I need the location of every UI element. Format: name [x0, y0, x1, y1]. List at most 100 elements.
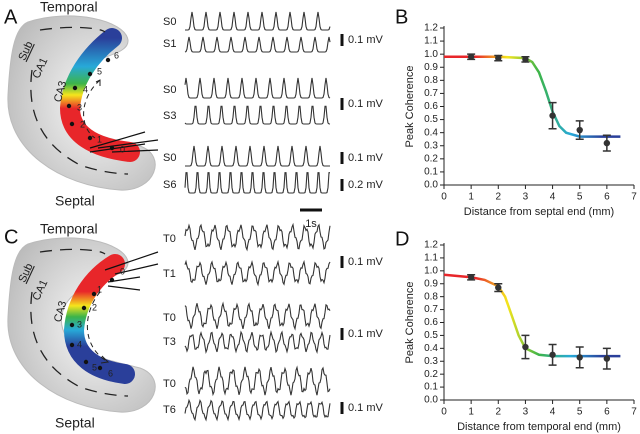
scale-label: 0.1 mV: [348, 152, 384, 164]
lfp-trace: [184, 330, 331, 355]
scale-label: 0.1 mV: [348, 34, 384, 46]
arrow-head: [100, 355, 110, 364]
y-tick-label: 0.3: [424, 140, 438, 151]
data-point: [495, 284, 502, 291]
x-tick-label: 5: [577, 407, 583, 418]
site-dot: [69, 322, 75, 328]
lfp-trace: [184, 365, 331, 397]
x-tick-label: 0: [441, 192, 447, 203]
y-axis-label: Peak Coherence: [404, 66, 416, 148]
electrode: [89, 131, 159, 153]
y-tick-label: 0.4: [424, 127, 438, 138]
trace-label: T0: [163, 233, 176, 245]
data-point: [603, 139, 611, 147]
lfp-trace: [184, 77, 331, 99]
data-point: [522, 56, 529, 63]
site-dot: [91, 291, 97, 297]
data-point: [467, 274, 475, 281]
site-label: 1: [97, 134, 102, 144]
y-tick-label: 1.1: [424, 253, 438, 264]
site-dot: [97, 365, 103, 371]
x-tick-label: 6: [604, 192, 610, 203]
scale-label: 0.2 mV: [348, 179, 384, 191]
x-axis-label: Distance from septal end (mm): [464, 206, 614, 218]
scale-label: 0.1 mV: [348, 402, 384, 414]
site-label: 3: [77, 319, 82, 329]
y-tick-label: 0.7: [424, 304, 438, 315]
y-tick-label: 0.6: [424, 317, 438, 328]
y-tick-label: 0.9: [424, 62, 438, 73]
x-tick-label: 1: [468, 192, 474, 203]
trace-label: T3: [163, 336, 176, 348]
y-tick-label: 0.1: [424, 382, 438, 393]
data-point: [549, 112, 556, 119]
direction-arrow: [87, 291, 109, 363]
trace-label: S0: [163, 152, 176, 164]
y-tick-label: 0.8: [424, 291, 438, 302]
scale-label: 0.1 mV: [348, 98, 384, 110]
site-dot: [87, 135, 93, 141]
site-label: 5: [97, 66, 102, 76]
x-tick-label: 6: [604, 407, 610, 418]
y-tick-label: 0.3: [424, 356, 438, 367]
scale-label: 0.1 mV: [348, 328, 384, 340]
time-scale-label: 1s: [305, 218, 317, 230]
y-tick-label: 0.5: [424, 114, 438, 125]
data-point: [576, 354, 583, 361]
fit-curve: [444, 55, 621, 138]
lfp-trace: [184, 259, 331, 287]
y-tick-label: 0.0: [424, 180, 438, 191]
site-dot: [69, 342, 75, 348]
y-tick-label: 1.0: [424, 265, 438, 276]
trace-label: T6: [163, 404, 176, 416]
region-label: Septal: [55, 415, 95, 431]
y-tick-label: 0.4: [424, 343, 438, 354]
lfp-trace: [184, 36, 331, 53]
electrode: [104, 251, 159, 291]
lfp-trace: [184, 105, 331, 125]
lfp-trace: [184, 301, 331, 331]
data-point: [467, 53, 475, 60]
y-tick-label: 0.6: [424, 101, 438, 112]
x-tick-label: 2: [496, 407, 502, 418]
site-dot: [83, 359, 89, 365]
data-point: [603, 355, 611, 362]
x-tick-label: 7: [631, 192, 637, 203]
arrow-head: [95, 79, 101, 86]
lfp-trace: [185, 11, 331, 31]
y-tick-label: 0.0: [424, 395, 438, 406]
x-tick-label: 2: [496, 192, 502, 203]
x-tick-label: 5: [577, 192, 583, 203]
panel-label: A: [4, 6, 18, 28]
site-label: 1: [97, 284, 102, 294]
region-label: Septal: [55, 193, 95, 209]
y-tick-label: 1.0: [424, 49, 438, 60]
y-tick-label: 1.1: [424, 36, 438, 47]
y-tick-label: 1.2: [424, 23, 438, 34]
x-tick-label: 7: [631, 407, 637, 418]
x-tick-label: 4: [550, 192, 556, 203]
site-label: 4: [83, 84, 88, 94]
y-tick-label: 0.2: [424, 369, 438, 380]
trace-label: T0: [163, 378, 176, 390]
trace-label: S3: [163, 110, 176, 122]
site-label: 2: [92, 302, 97, 312]
lfp-trace: [184, 222, 331, 252]
site-label: 5: [92, 362, 97, 372]
ca3-band: [59, 28, 140, 162]
lfp-trace: [184, 172, 330, 194]
y-axis-label: Peak Coherence: [404, 282, 416, 364]
layer-dash: [30, 26, 129, 175]
layer-dash: [30, 248, 129, 397]
data-point: [522, 343, 529, 351]
y-tick-label: 0.7: [424, 88, 438, 99]
trace-label: T0: [163, 312, 176, 324]
region-label: Temporal: [40, 221, 98, 237]
x-tick-label: 3: [523, 192, 529, 203]
site-dot: [81, 305, 87, 311]
x-tick-label: 4: [550, 407, 556, 418]
x-tick-label: 3: [523, 407, 529, 418]
scale-label: 0.1 mV: [348, 256, 384, 268]
y-tick-label: 1.2: [424, 240, 438, 251]
